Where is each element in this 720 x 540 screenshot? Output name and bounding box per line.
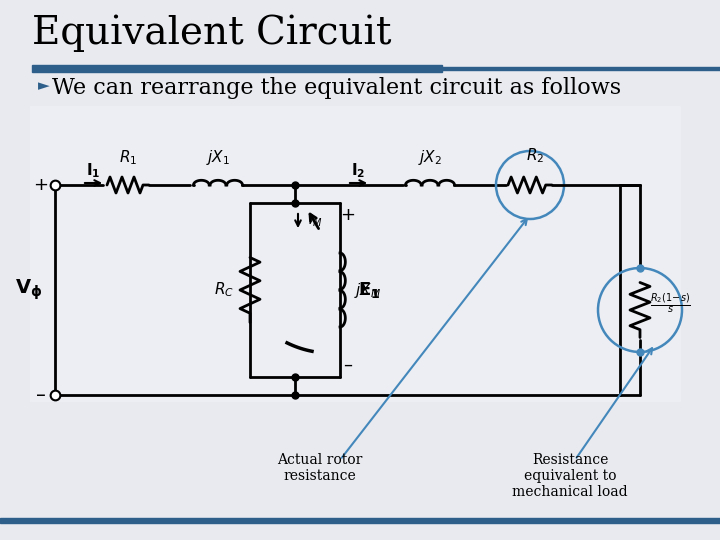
Bar (32, 65, 442, 72)
Text: +: + (34, 176, 48, 194)
Text: $\mathbf{V_\phi}$: $\mathbf{V_\phi}$ (15, 278, 42, 302)
Text: –: – (36, 386, 46, 404)
Text: $jX_M$: $jX_M$ (354, 280, 382, 300)
Text: ►: ► (38, 78, 50, 93)
Bar (0, 518, 720, 523)
Text: We can rearrange the equivalent circuit as follows: We can rearrange the equivalent circuit … (52, 77, 621, 99)
Text: Equivalent Circuit: Equivalent Circuit (32, 15, 392, 52)
Text: $jX_1$: $jX_1$ (206, 148, 230, 167)
Bar (442, 67, 720, 70)
Text: Resistance
equivalent to
mechanical load: Resistance equivalent to mechanical load (512, 453, 628, 500)
Text: $\mathbf{E_1}$: $\mathbf{E_1}$ (358, 280, 380, 300)
Text: $I_M$: $I_M$ (308, 213, 323, 229)
Text: –: – (343, 356, 353, 374)
Text: $\frac{R_2(1\!-\!s)}{s}$: $\frac{R_2(1\!-\!s)}{s}$ (650, 291, 691, 315)
Bar (30, 106, 680, 401)
Text: +: + (341, 206, 356, 224)
Text: $R_2$: $R_2$ (526, 146, 544, 165)
Text: Actual rotor
resistance: Actual rotor resistance (277, 453, 363, 483)
Text: $\mathbf{I_1}$: $\mathbf{I_1}$ (86, 161, 100, 180)
Text: $jX_2$: $jX_2$ (418, 148, 442, 167)
Text: $R_1$: $R_1$ (119, 148, 137, 167)
Text: $R_C$: $R_C$ (214, 281, 234, 299)
Text: $\mathbf{I_2}$: $\mathbf{I_2}$ (351, 161, 365, 180)
